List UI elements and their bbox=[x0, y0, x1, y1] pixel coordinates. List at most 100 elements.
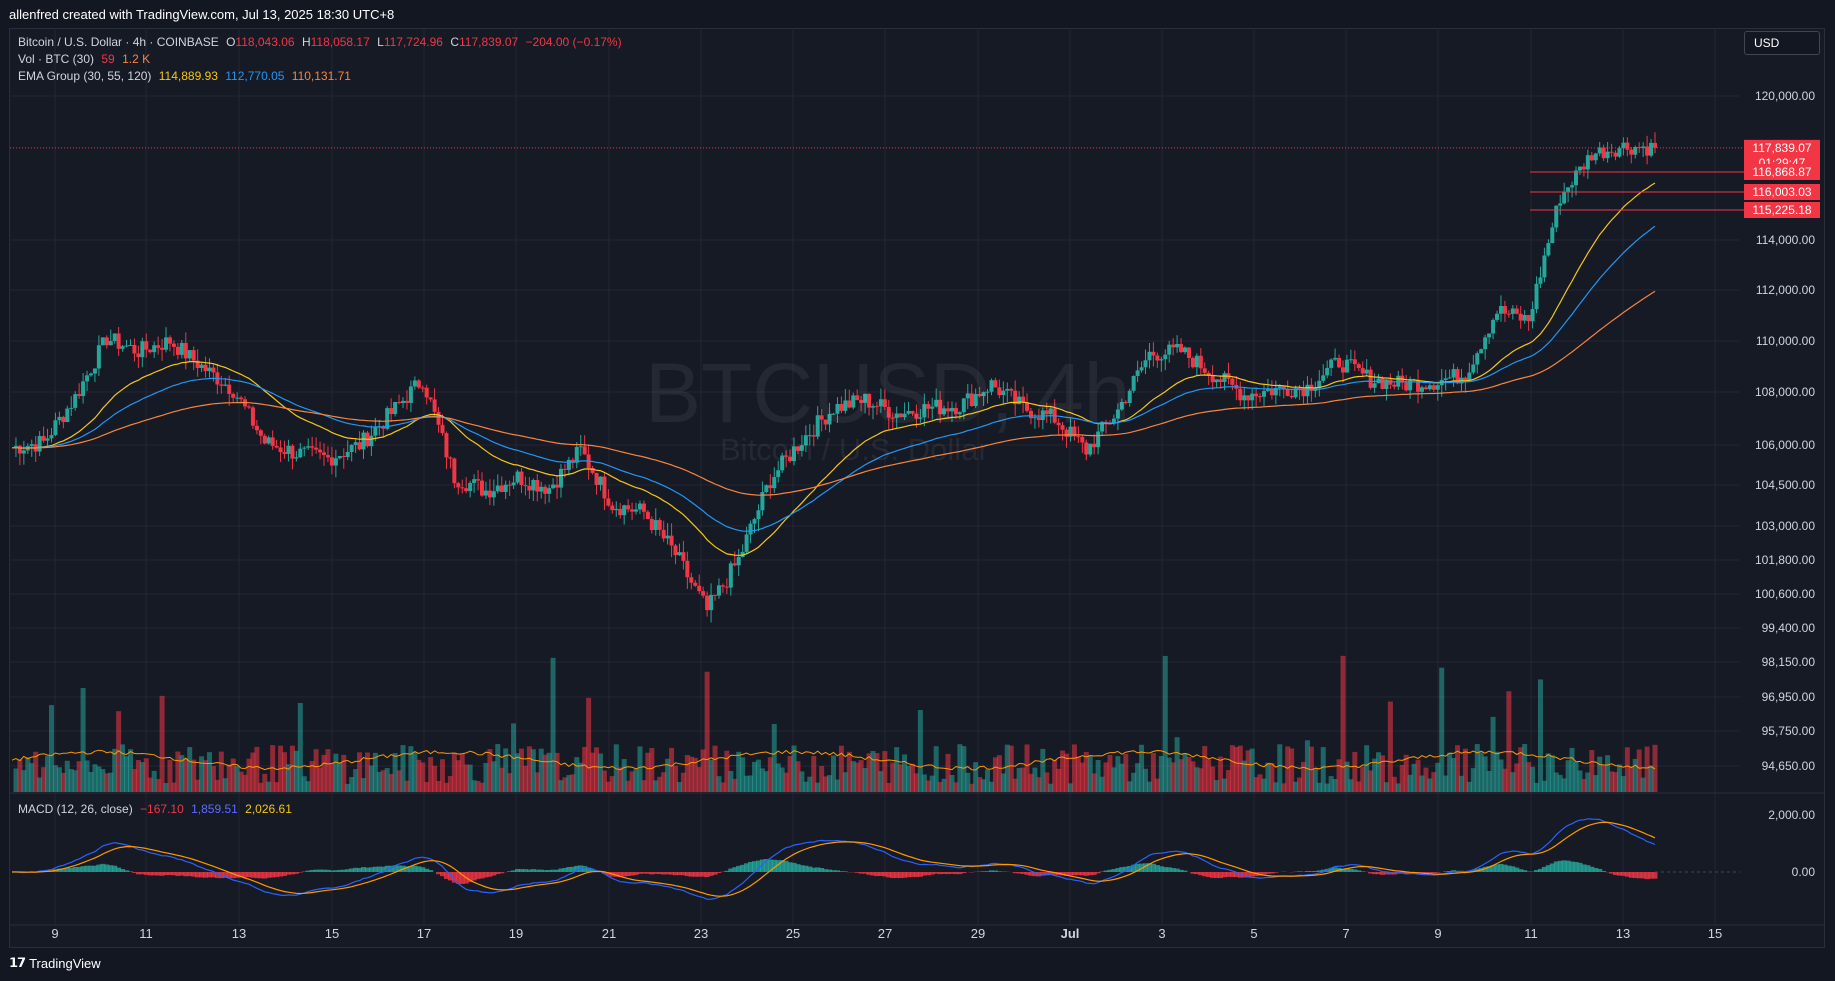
macd-histogram-bar bbox=[270, 872, 276, 878]
price-axis-label: 104,500.00 bbox=[1755, 478, 1815, 492]
volume-bar bbox=[60, 772, 66, 792]
candle-body bbox=[555, 484, 560, 488]
symbol-legend[interactable]: Bitcoin / U.S. Dollar · 4h · COINBASE O1… bbox=[18, 35, 626, 49]
candle-body bbox=[1554, 205, 1559, 228]
macd-histogram-bar bbox=[1316, 870, 1322, 872]
time-axis-label: 19 bbox=[509, 926, 523, 941]
volume-bar bbox=[1222, 778, 1228, 792]
macd-histogram-bar bbox=[1107, 869, 1113, 872]
macd-histogram-bar bbox=[151, 872, 157, 876]
volume-bar bbox=[159, 695, 165, 792]
candle-body bbox=[1317, 380, 1322, 388]
candle-body bbox=[1040, 410, 1045, 420]
macd-histogram-bar bbox=[282, 872, 288, 876]
macd-histogram-bar bbox=[92, 865, 98, 872]
volume-bar bbox=[1632, 758, 1638, 792]
volume-bar bbox=[724, 750, 730, 792]
macd-histogram-bar bbox=[586, 867, 592, 872]
currency-selector[interactable]: USD bbox=[1744, 31, 1820, 55]
macd-histogram-bar bbox=[1064, 872, 1070, 876]
volume-bar bbox=[1312, 768, 1318, 792]
volume-bar bbox=[515, 753, 521, 792]
symbol-name[interactable]: Bitcoin / U.S. Dollar · 4h · COINBASE bbox=[18, 35, 219, 49]
volume-bar bbox=[1214, 780, 1220, 792]
macd-legend[interactable]: MACD (12, 26, close) −167.10 1,859.51 2,… bbox=[18, 802, 296, 816]
macd-histogram-bar bbox=[933, 872, 939, 874]
macd-histogram-bar bbox=[1024, 872, 1030, 875]
macd-label[interactable]: MACD (12, 26, close) bbox=[18, 802, 133, 816]
volume-bar bbox=[1048, 783, 1054, 792]
candle-body bbox=[1036, 417, 1041, 420]
macd-histogram-bar bbox=[613, 872, 619, 877]
macd-histogram-bar bbox=[127, 871, 133, 872]
ema-label[interactable]: EMA Group (30, 55, 120) bbox=[18, 69, 152, 83]
candle-body bbox=[1530, 309, 1535, 322]
volume-bar bbox=[84, 760, 90, 792]
macd-histogram-bar bbox=[1079, 872, 1085, 876]
footer-branding[interactable]: 𝟭𝟳 TradingView bbox=[9, 955, 101, 971]
macd-histogram-bar bbox=[949, 872, 955, 874]
candle-body bbox=[373, 427, 378, 436]
volume-bar bbox=[396, 770, 402, 792]
macd-histogram-bar bbox=[1206, 872, 1212, 878]
macd-histogram-bar bbox=[1601, 870, 1607, 872]
macd-histogram-bar bbox=[333, 870, 339, 872]
volume-label[interactable]: Vol · BTC (30) bbox=[18, 52, 95, 66]
macd-histogram-bar bbox=[313, 869, 319, 872]
candle-body bbox=[847, 400, 852, 408]
macd-histogram-bar bbox=[996, 871, 1002, 872]
candle-body bbox=[728, 563, 733, 588]
volume-bar bbox=[491, 761, 497, 792]
volume-bar bbox=[590, 752, 596, 792]
volume-bar bbox=[1399, 764, 1405, 792]
macd-histogram-bar bbox=[1549, 863, 1555, 872]
volume-bar bbox=[1297, 777, 1303, 792]
volume-bar bbox=[432, 765, 438, 792]
volume-bar bbox=[1289, 748, 1295, 792]
candle-body bbox=[444, 433, 449, 458]
candle-body bbox=[752, 519, 757, 524]
time-axis-label: 7 bbox=[1342, 926, 1349, 941]
volume-bar bbox=[1190, 761, 1196, 792]
macd-histogram-bar bbox=[862, 872, 868, 874]
macd-histogram-bar bbox=[906, 872, 912, 878]
candle-body bbox=[1593, 153, 1598, 161]
volume-bar bbox=[858, 760, 864, 792]
macd-signal-value: 2,026.61 bbox=[245, 802, 292, 816]
macd-histogram-bar bbox=[471, 872, 477, 881]
macd-histogram-bar bbox=[823, 869, 829, 872]
volume-bar bbox=[1257, 774, 1263, 792]
candle-body bbox=[1064, 429, 1069, 437]
candle-body bbox=[416, 380, 421, 388]
ema-legend[interactable]: EMA Group (30, 55, 120) 114,889.93 112,7… bbox=[18, 69, 355, 83]
candle-body bbox=[1214, 379, 1219, 383]
macd-histogram-bar bbox=[736, 865, 742, 872]
volume-bar bbox=[779, 767, 785, 792]
volume-bar bbox=[1099, 776, 1105, 792]
volume-bar bbox=[179, 755, 185, 792]
candle-body bbox=[96, 345, 101, 369]
close-value: 117,839.07 bbox=[459, 35, 519, 49]
candle-body bbox=[1127, 390, 1132, 403]
candle-body bbox=[744, 534, 749, 552]
volume-bar bbox=[100, 769, 106, 792]
macd-histogram-bar bbox=[1123, 866, 1129, 872]
macd-histogram-bar bbox=[740, 864, 746, 872]
volume-bar bbox=[1395, 783, 1401, 792]
macd-histogram-bar bbox=[1577, 862, 1583, 872]
macd-histogram-bar bbox=[278, 872, 284, 877]
candle-body bbox=[1467, 372, 1472, 382]
macd-histogram-bar bbox=[894, 872, 900, 878]
macd-histogram-bar bbox=[1182, 870, 1188, 872]
volume-bar bbox=[1008, 745, 1014, 792]
volume-bar bbox=[1356, 781, 1362, 792]
candle-body bbox=[764, 485, 769, 493]
volume-legend[interactable]: Vol · BTC (30) 59 1.2 K bbox=[18, 52, 154, 66]
macd-histogram-bar bbox=[1304, 871, 1310, 872]
candle-body bbox=[1198, 355, 1203, 369]
volume-bar bbox=[143, 758, 149, 792]
macd-histogram-bar bbox=[1158, 866, 1164, 872]
volume-bar bbox=[1439, 667, 1445, 792]
candle-body bbox=[1629, 149, 1634, 155]
